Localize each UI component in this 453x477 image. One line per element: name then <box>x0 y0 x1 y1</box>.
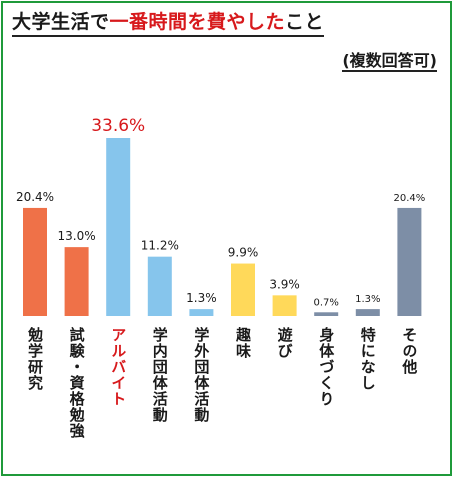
bar-3 <box>147 256 172 316</box>
bar-5 <box>231 263 255 316</box>
bar-6 <box>272 295 297 316</box>
title-part-1: 大学生活で <box>12 11 110 33</box>
title-part-3: こと <box>285 11 325 33</box>
value-label-4: 1.3% <box>186 291 217 305</box>
category-label-2: アルバイト <box>109 327 127 407</box>
chart-title: 大学生活で一番時間を費やしたこと <box>12 11 325 37</box>
value-label-1: 13.0% <box>58 229 96 243</box>
bar-4 <box>189 309 214 316</box>
category-label-5: 趣味 <box>234 326 252 359</box>
category-label-3: 学内団体活動 <box>151 326 169 423</box>
bar-1 <box>64 247 89 316</box>
value-label-7: 0.7% <box>313 297 338 308</box>
category-label-0: 勉学研究 <box>26 326 44 391</box>
title-part-2: 一番時間を費やした <box>109 11 286 33</box>
category-label-6: 遊び <box>276 326 294 359</box>
category-label-9: その他 <box>400 327 418 375</box>
category-label-1: 試験・資格勉強 <box>68 326 86 439</box>
category-label-4: 学外団体活動 <box>192 326 210 423</box>
value-label-2: 33.6% <box>91 116 145 136</box>
bar-2 <box>106 138 131 316</box>
category-label-8: 特になし <box>359 326 377 391</box>
bar-9 <box>397 207 422 316</box>
value-label-9: 20.4% <box>394 193 426 204</box>
chart-subtitle: (複数回答可) <box>342 51 437 73</box>
value-label-0: 20.4% <box>16 190 54 204</box>
value-label-5: 9.9% <box>228 246 259 260</box>
bar-8 <box>355 309 380 316</box>
bar-0 <box>23 207 47 316</box>
value-label-8: 1.3% <box>355 294 380 305</box>
value-label-3: 11.2% <box>141 239 179 253</box>
value-label-6: 3.9% <box>269 277 300 291</box>
category-label-7: 身体づくり <box>317 326 335 407</box>
bar-7 <box>314 312 339 316</box>
